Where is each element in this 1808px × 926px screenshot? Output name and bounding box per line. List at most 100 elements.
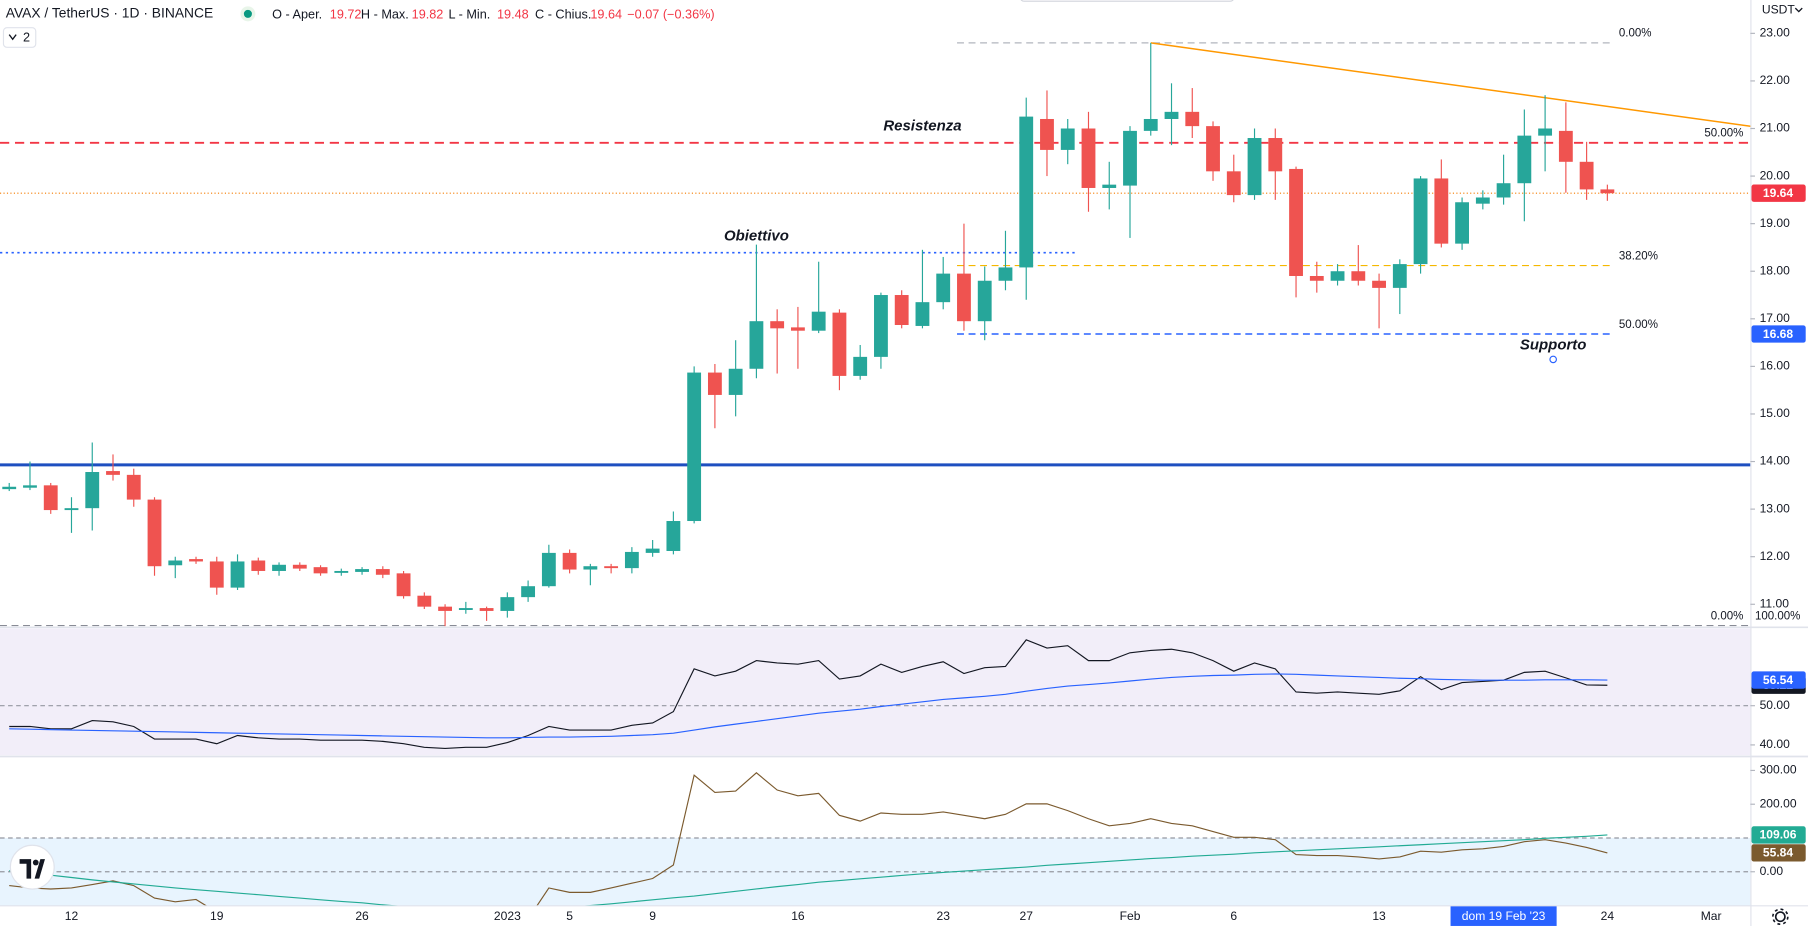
x-tick-label: 16 [791,909,805,923]
candle-body [147,499,162,567]
candle-body [1289,168,1303,276]
candle-body [1226,171,1241,196]
x-tick-label: Feb [1120,909,1141,923]
candle-body [438,606,452,611]
last-value-label-text: 109.06 [1760,828,1797,842]
candle-body [106,471,120,475]
candle-body [1309,275,1324,281]
candle-body [791,327,805,331]
candle-body [832,312,847,376]
x-tick-label: 9 [649,909,656,923]
x-tick-label: Mar [1701,909,1722,923]
logo[interactable] [9,844,55,890]
last-value-label-bg [1751,671,1806,689]
candle-body [292,564,307,569]
settings-icon[interactable] [1774,911,1786,923]
last-value-label: 55.84 [1751,844,1806,862]
candle-body [1517,135,1532,184]
last-price-label-text: 19.64 [1763,186,1794,200]
candle-body [334,570,349,573]
candle-body [1143,118,1158,131]
candle-body [2,486,17,490]
annotation: Obiettivo [724,227,789,244]
floating-toolbar[interactable] [1020,0,1234,2]
currency-label[interactable]: USDT [1762,3,1796,17]
candle-body [1330,271,1345,281]
y-tick-label: 11.00 [1760,596,1790,610]
x-tick-label: 2023 [494,909,521,923]
level-label: 50.00% [1619,319,1658,331]
y-tick-label: 200.00 [1760,796,1797,810]
y-tick-label: 17.00 [1760,311,1791,325]
annotation: Resistenza [883,118,961,135]
level-label: 38.20% [1619,250,1658,262]
low-value: 19.48 [497,7,529,21]
candle-body [1102,184,1117,188]
candle-body [604,566,619,569]
candle-body [479,608,494,611]
indicators-toggle[interactable] [2,27,37,48]
price-label-bg [1751,325,1806,343]
candle-body [562,552,577,570]
y-tick-label: 50.00 [1760,698,1791,712]
level-label: 50.00% [1704,128,1743,140]
currency-chevron [1794,7,1803,13]
x-tick-label: 6 [1230,909,1237,923]
last-value-label: 109.06 [1751,826,1806,844]
y-tick-label: 21.00 [1760,121,1791,135]
last-value-label-text: 55.84 [1763,846,1794,860]
indicator-line [9,834,1608,906]
indicator-line [9,772,1608,906]
candle-body [1081,128,1096,188]
candle-body [749,321,764,369]
market-status-dot [243,9,252,18]
candle-body [251,560,266,571]
candle-body [1164,111,1179,119]
candle-body [500,597,515,611]
y-tick-label: 13.00 [1760,501,1791,515]
candle-body [1475,197,1490,204]
candle-body [85,472,100,509]
last-value-label-text: 56.54 [1763,673,1794,687]
y-tick-label: 19.00 [1760,216,1791,230]
y-tick-label: 15.00 [1760,406,1791,420]
candle-body [624,551,639,569]
level-label: 0.00% [1711,611,1744,623]
candle-body [1434,178,1449,244]
candle-body [811,311,826,331]
candle-body [977,280,992,322]
candle-body [417,595,432,607]
close-value: 19.64 [590,7,622,21]
annotation: Supporto [1520,337,1587,354]
high-value: 19.82 [412,7,444,21]
x-tick-label: 27 [1019,909,1033,923]
candle-body [1579,161,1594,190]
x-tick-label: 12 [65,909,79,923]
candle-body [1268,138,1283,172]
x-tick-label: 23 [936,909,950,923]
open-label: O - Aper. [272,7,322,21]
candle-body [1558,130,1573,162]
logo-dot [32,859,39,866]
candle-body [853,356,868,376]
indicator-line [9,639,1608,750]
candle-body [521,586,536,598]
y-tick-label: 16.00 [1760,359,1791,373]
y-tick-label: 22.00 [1760,73,1791,87]
candle-body [64,508,79,511]
y-tick-label: 18.00 [1760,263,1791,277]
candle-body [998,267,1013,281]
settings-icon-teeth [1772,908,1789,926]
candle-body [728,368,743,395]
candle-body [1496,183,1511,198]
candle-body [645,548,660,553]
logo-mark [19,859,45,879]
candle-body [1247,138,1262,196]
candle-body [1351,271,1366,281]
candle-body [355,569,369,572]
indicators-count: 2 [23,30,30,44]
candle-body [189,559,203,562]
x-tick-label: 26 [355,909,369,923]
y-tick-label: 0.00 [1760,864,1784,878]
last-value-label-bg [1751,826,1806,844]
